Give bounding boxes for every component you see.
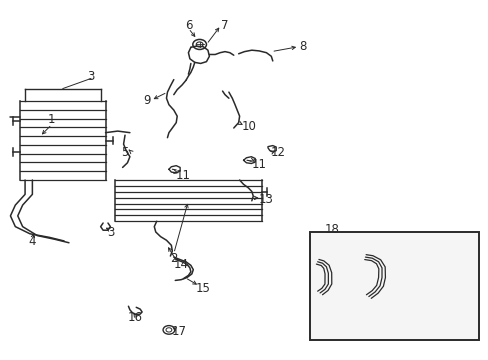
Bar [310, 232, 478, 339]
Text: 7: 7 [221, 19, 228, 32]
Text: 16: 16 [127, 311, 142, 324]
Text: 12: 12 [270, 145, 285, 158]
Text: 10: 10 [242, 121, 256, 134]
Text: 5: 5 [121, 145, 128, 158]
Text: 17: 17 [171, 325, 186, 338]
Text: 18: 18 [324, 223, 339, 236]
Text: 3: 3 [106, 226, 114, 239]
Text: 9: 9 [143, 94, 150, 107]
Text: 2: 2 [170, 252, 177, 265]
Text: 14: 14 [173, 258, 188, 271]
Text: 4: 4 [29, 235, 36, 248]
Text: 6: 6 [184, 19, 192, 32]
Text: 11: 11 [176, 169, 191, 182]
Text: 1: 1 [48, 113, 56, 126]
Text: 15: 15 [195, 282, 210, 295]
Text: 3: 3 [87, 69, 94, 82]
Text: 13: 13 [259, 193, 273, 206]
Text: 11: 11 [251, 158, 266, 171]
Text: 8: 8 [299, 40, 306, 53]
